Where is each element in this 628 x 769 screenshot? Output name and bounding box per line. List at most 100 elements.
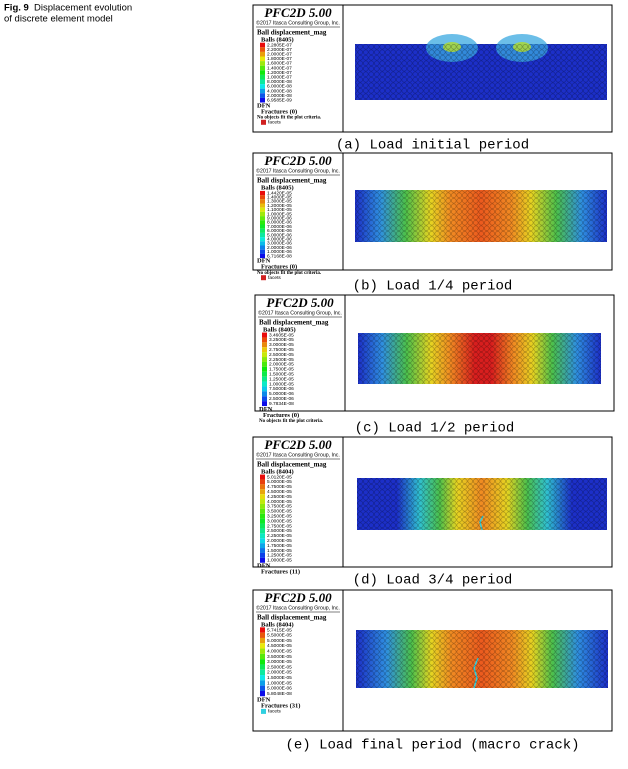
particle-texture <box>357 478 607 530</box>
software-title: PFC2D 5.00 <box>264 437 332 452</box>
software-title: PFC2D 5.00 <box>264 5 332 20</box>
legend-value: 1.0000E-05 <box>267 680 292 686</box>
legend-value: 1.0000E-06 <box>267 249 292 255</box>
legend-value: 2.5000E-06 <box>269 396 294 402</box>
legend-swatch <box>260 241 265 246</box>
legend-swatch <box>262 391 267 397</box>
legend-value: 2.0000E-05 <box>267 670 292 676</box>
legend-swatch <box>260 669 265 676</box>
legend-value: 3.7500E-05 <box>267 504 292 510</box>
legend-value: 1.4420E-05 <box>267 190 292 196</box>
legend-swatch <box>260 508 265 514</box>
legend-value: 5.0000E-06 <box>269 391 294 397</box>
software-title: PFC2D 5.00 <box>266 295 334 310</box>
legend-value: 4.0000E-05 <box>267 648 292 654</box>
legend-value: 1.7500E-05 <box>267 543 292 549</box>
figure-caption-line: of discrete element model <box>4 14 113 25</box>
legend-swatch <box>260 88 265 94</box>
legend-swatch <box>260 97 265 103</box>
legend-swatch <box>260 228 265 233</box>
facets-label: facets <box>268 709 281 715</box>
legend-swatch <box>262 396 267 402</box>
legend-swatch <box>260 685 265 691</box>
legend-swatch <box>262 401 267 407</box>
legend-swatch <box>260 523 265 529</box>
balls-label: Balls (8405) <box>263 326 296 333</box>
fractures-label: Fractures (0) <box>261 264 297 271</box>
legend-value: 2.2500E-05 <box>267 533 292 539</box>
legend-value: 1.4000E-07 <box>267 65 292 71</box>
legend-value: 6.9585E-09 <box>267 97 292 103</box>
legend-swatch <box>260 533 265 539</box>
legend-swatch <box>260 538 265 544</box>
facets-swatch <box>261 708 266 714</box>
legend-value: 5.0000E-06 <box>267 686 292 692</box>
facets-label: facets <box>268 275 281 281</box>
legend-swatch <box>260 207 265 212</box>
legend-swatch <box>260 484 265 490</box>
quantity-label: Ball displacement_mag <box>257 461 327 469</box>
legend-value: 1.7500E-05 <box>269 367 294 373</box>
legend-value: 1.0000E-07 <box>267 74 292 80</box>
legend-swatch <box>262 352 267 358</box>
facets-swatch <box>261 275 266 281</box>
fractures-label: Fractures (31) <box>261 702 300 709</box>
legend-value: 5.5000E-05 <box>267 633 292 639</box>
legend-swatch <box>260 518 265 524</box>
legend-swatch <box>260 552 265 558</box>
legend-swatch <box>260 664 265 670</box>
legend-swatch <box>260 199 265 204</box>
legend-value: 2.5000E-05 <box>269 352 294 358</box>
legend-value: 2.7500E-05 <box>269 347 294 353</box>
figure-caption-line: Displacement evolution <box>34 3 132 14</box>
fractures-note: No objects fit the plot criteria. <box>257 271 322 276</box>
legend-value: 3.5000E-05 <box>267 654 292 660</box>
panel: PFC2D 5.00©2017 Itasca Consulting Group,… <box>252 152 613 281</box>
legend-value: 1.0000E-05 <box>267 558 292 564</box>
fractures-note: No objects fit the plot criteria. <box>259 419 324 424</box>
legend-value: 1.8000E-07 <box>267 56 292 62</box>
panel: PFC2D 5.00©2017 Itasca Consulting Group,… <box>254 294 615 424</box>
panel-caption: (d) Load 3/4 period <box>353 573 513 589</box>
panel-caption: (e) Load final period (macro crack) <box>285 738 579 754</box>
legend-value: 2.2500E-05 <box>269 357 294 363</box>
panel-caption: (c) Load 1/2 period <box>355 421 515 437</box>
legend-value: 2.0000E-05 <box>269 362 294 368</box>
legend-swatch <box>260 643 265 649</box>
dfn-label: DFN <box>259 406 273 413</box>
legend-swatch <box>262 357 267 362</box>
legend-swatch <box>260 557 265 563</box>
particle-texture <box>356 630 608 688</box>
legend-swatch <box>260 74 265 80</box>
legend-swatch <box>262 332 267 338</box>
legend-value: 4.0000E-06 <box>267 236 292 242</box>
legend-value: 1.5000E-05 <box>269 371 294 377</box>
legend-swatch <box>262 376 267 382</box>
legend-value: 1.2500E-05 <box>269 376 294 382</box>
software-title: PFC2D 5.00 <box>264 590 332 605</box>
legend-value: 6.0000E-06 <box>267 228 292 234</box>
legend-swatch <box>260 659 265 665</box>
legend-value: 4.0000E-05 <box>267 499 292 505</box>
software-title: PFC2D 5.00 <box>264 153 332 168</box>
legend-swatch <box>260 47 265 52</box>
legend-value: 1.4000E-05 <box>267 194 292 200</box>
legend-swatch <box>262 361 267 367</box>
legend-value: 3.0000E-06 <box>267 241 292 247</box>
legend-value: 3.4605E-05 <box>269 332 294 338</box>
legend-value: 2.0000E-05 <box>267 538 292 544</box>
balls-label: Balls (8405) <box>261 184 294 191</box>
legend-value: 2.0000E-06 <box>267 245 292 251</box>
panel: PFC2D 5.00©2017 Itasca Consulting Group,… <box>252 436 613 576</box>
panel-caption: (b) Load 1/4 period <box>353 279 513 295</box>
legend-value: 5.0000E-06 <box>267 232 292 238</box>
legend-value: 2.5000E-05 <box>267 664 292 670</box>
legend-swatch <box>262 337 267 343</box>
legend-value: 1.2500E-05 <box>267 553 292 559</box>
legend-swatch <box>260 51 265 57</box>
copyright: ©2017 Itasca Consulting Group, Inc. <box>256 167 340 174</box>
legend-swatch <box>260 632 265 638</box>
legend-swatch <box>260 680 265 686</box>
particle-texture <box>355 190 607 242</box>
legend-swatch <box>260 653 265 660</box>
